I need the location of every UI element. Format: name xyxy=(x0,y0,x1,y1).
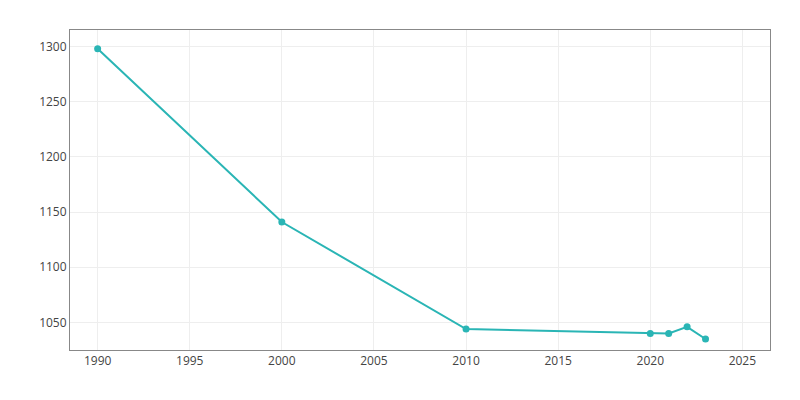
svg-text:1990: 1990 xyxy=(84,352,112,369)
svg-text:1050: 1050 xyxy=(39,314,67,331)
svg-text:1995: 1995 xyxy=(176,352,204,369)
svg-text:1300: 1300 xyxy=(39,38,67,55)
svg-text:2000: 2000 xyxy=(268,352,296,369)
svg-text:1250: 1250 xyxy=(39,93,67,110)
svg-text:2015: 2015 xyxy=(544,352,572,369)
svg-text:1200: 1200 xyxy=(39,148,67,165)
svg-text:2020: 2020 xyxy=(637,352,665,369)
svg-text:2010: 2010 xyxy=(452,352,480,369)
svg-text:2025: 2025 xyxy=(729,352,757,369)
svg-text:1150: 1150 xyxy=(39,203,67,220)
svg-text:1100: 1100 xyxy=(39,258,67,275)
svg-text:2005: 2005 xyxy=(360,352,388,369)
